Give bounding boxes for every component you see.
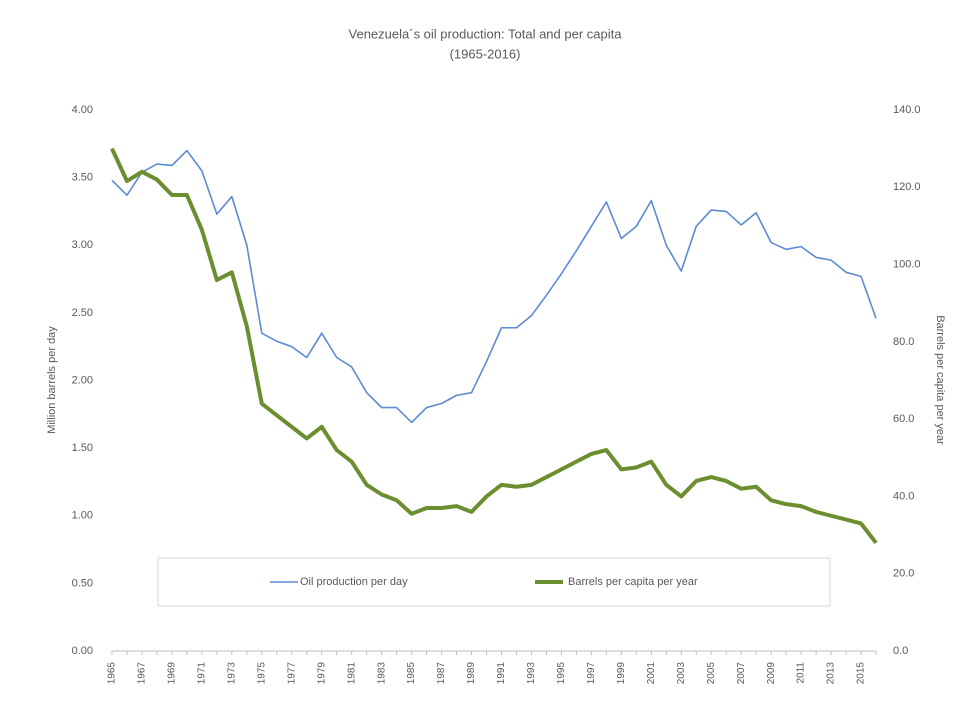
chart-subtitle: (1965-2016) <box>450 46 521 61</box>
y-tick-label: 3.50 <box>72 172 93 184</box>
y2-tick-label: 0.0 <box>893 645 908 657</box>
y-tick-label: 0.50 <box>72 577 93 589</box>
legend-label: Barrels per capita per year <box>568 576 698 588</box>
x-tick-label: 2007 <box>736 662 747 685</box>
y-tick-label: 1.50 <box>72 442 93 454</box>
x-tick-label: 2001 <box>646 662 657 685</box>
x-tick-label: 1973 <box>226 662 237 685</box>
y-tick-label: 0.00 <box>72 645 93 657</box>
x-tick-label: 2009 <box>766 662 777 685</box>
chart-title: Venezuela´s oil production: Total and pe… <box>349 26 623 41</box>
x-tick-label: 1989 <box>466 662 477 685</box>
x-tick-label: 1995 <box>556 662 567 685</box>
x-tick-label: 1967 <box>137 662 148 685</box>
x-tick-label: 1991 <box>496 662 507 685</box>
x-tick-label: 1997 <box>586 662 597 685</box>
y-tick-label: 2.00 <box>72 374 93 386</box>
series-line <box>111 149 877 424</box>
x-tick-label: 1983 <box>376 662 387 685</box>
y-axis-label: Million barrels per day <box>46 326 58 434</box>
y2-tick-label: 80.0 <box>893 336 914 348</box>
legend-box <box>157 557 831 607</box>
x-tick-label: 2015 <box>856 662 867 685</box>
x-tick-label: 1981 <box>346 662 357 685</box>
x-tick-label: 1993 <box>526 662 537 685</box>
y2-tick-label: 140.0 <box>893 104 921 116</box>
legend-label: Oil production per day <box>300 576 408 588</box>
x-tick-label: 1977 <box>286 662 297 685</box>
y2-tick-label: 20.0 <box>893 568 914 580</box>
x-tick-label: 2013 <box>826 662 837 685</box>
x-tick-label: 1985 <box>406 662 417 685</box>
y-tick-label: 2.50 <box>72 307 93 319</box>
y2-axis-label: Barrels per capita per year <box>934 315 946 445</box>
y-tick-label: 4.00 <box>72 104 93 116</box>
y2-tick-label: 40.0 <box>893 490 914 502</box>
y2-tick-label: 120.0 <box>893 181 921 193</box>
x-tick-label: 2003 <box>676 662 687 685</box>
x-tick-label: 1971 <box>197 662 208 685</box>
x-tick-label: 1975 <box>256 662 267 685</box>
series-line <box>110 147 878 545</box>
x-tick-label: 2005 <box>706 662 717 685</box>
y-tick-label: 3.00 <box>72 239 93 251</box>
x-tick-label: 1965 <box>107 662 118 685</box>
x-tick-label: 1979 <box>316 662 327 685</box>
y-tick-label: 1.00 <box>72 510 93 522</box>
x-tick-label: 1999 <box>616 662 627 685</box>
y2-tick-label: 60.0 <box>893 413 914 425</box>
x-tick-label: 1987 <box>436 662 447 685</box>
x-tick-label: 2011 <box>796 662 807 684</box>
x-tick-label: 1969 <box>167 662 178 685</box>
y2-tick-label: 100.0 <box>893 258 921 270</box>
